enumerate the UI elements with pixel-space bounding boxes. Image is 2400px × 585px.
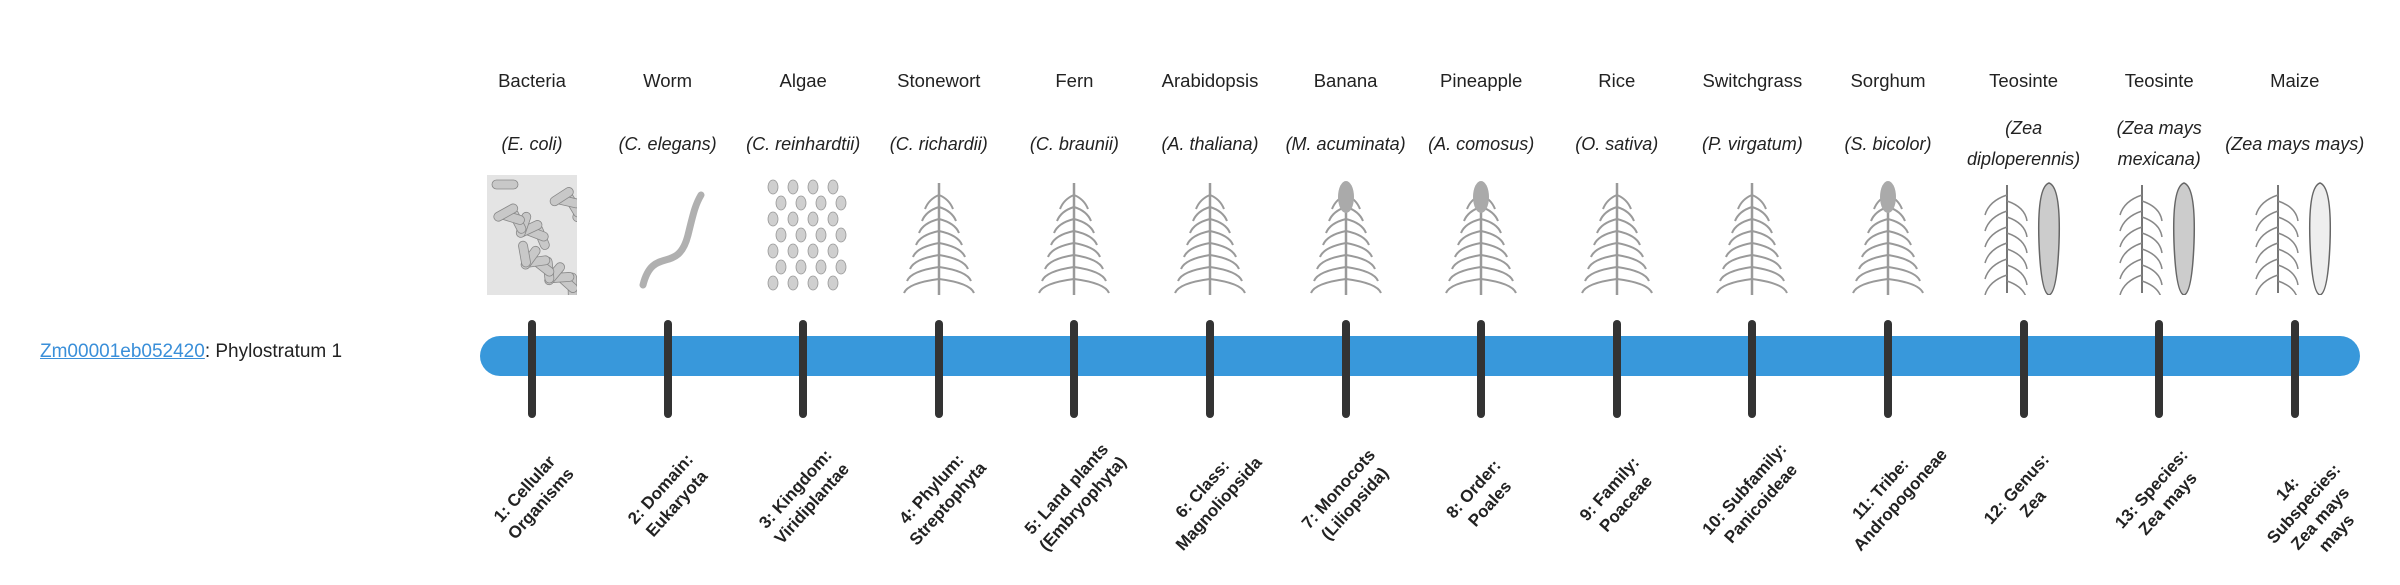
common-name: Bacteria [498, 70, 566, 91]
latin-name: (M. acuminata) [1285, 133, 1406, 154]
stratum-tick [1206, 320, 1214, 418]
worm-icon [623, 175, 713, 295]
stratum-tick [2019, 320, 2028, 418]
rank-label: 5: Land plants (Embryophyta) [1021, 439, 1131, 555]
fern-icon [1029, 175, 1119, 295]
common-name: Maize [2270, 70, 2320, 91]
latin-name: (A. comosus) [1428, 133, 1535, 154]
latin-name-box: (P. virgatum) [1682, 112, 1822, 176]
latin-name-box: (C. reinhardtii) [733, 112, 873, 176]
stratum-tick [528, 320, 536, 418]
rank-label: 14: Subspecies: Zea mays mays [2263, 460, 2358, 556]
latin-name: (C. richardii) [889, 133, 988, 154]
rank-label: 2: Domain: Eukaryota [623, 449, 712, 541]
pineapple-icon [1436, 175, 1526, 295]
gene-label: Zm00001eb052420: Phylostratum 1 [40, 341, 342, 363]
rank-label: 7: Monocots (Liliopsida) [1297, 445, 1392, 544]
teosinte-icon [1979, 175, 2069, 302]
latin-name-box: (Zea mays mays) [2225, 112, 2365, 176]
latin-name: (C. braunii) [1029, 133, 1119, 154]
rank-label: 12: Genus: Zea [1979, 449, 2053, 528]
stratum-tick [1612, 320, 1621, 418]
maize-icon [2250, 175, 2340, 302]
phylostratum-text: : Phylostratum 1 [204, 341, 343, 362]
rank-label: 9: Family: Poaceae [1575, 453, 1656, 536]
rank-label: 11: Tribe: Andropogoneae [1848, 445, 1951, 555]
rank-label: 1: Cellular Organisms [489, 452, 578, 544]
latin-name-box: (Zea mays mexicana) [2089, 112, 2229, 176]
common-name: Pineapple [1440, 70, 1523, 91]
common-name: Stonewort [897, 70, 981, 91]
latin-name: (Zea diploperennis) [1967, 118, 2081, 169]
latin-name: (O. sativa) [1575, 133, 1659, 154]
stratum-tick [1748, 320, 1757, 418]
teosinte-mexicana-icon [2114, 175, 2204, 302]
common-name: Teosinte [2124, 70, 2194, 91]
stratum-tick [799, 320, 808, 418]
latin-name: (Zea mays mexicana) [2116, 118, 2202, 169]
stratum-tick [2155, 320, 2164, 418]
rank-label: 13: Species: Zea mays [2111, 445, 2202, 539]
latin-name-box: (M. acuminata) [1276, 112, 1416, 176]
common-name: Teosinte [1989, 70, 2059, 91]
stratum-tick [934, 320, 943, 418]
stratum-tick [1341, 320, 1350, 418]
switchgrass-icon [1707, 175, 1797, 295]
latin-name: (C. elegans) [618, 133, 717, 154]
rank-label: 3: Kingdom: Viridiplantae [755, 445, 854, 548]
bacteria-icon [487, 175, 590, 301]
common-name: Arabidopsis [1161, 70, 1259, 91]
latin-name-box: (C. braunii) [1004, 112, 1144, 176]
latin-name: (Zea mays mays) [2225, 133, 2365, 154]
rank-label: 6: Class: Magnoliopsida [1171, 453, 1266, 555]
latin-name-box: (C. richardii) [869, 112, 1009, 176]
phylostratum-bar [480, 336, 2360, 376]
latin-name-box: (O. sativa) [1547, 112, 1687, 176]
stratum-tick [1884, 320, 1892, 418]
arabidopsis-icon [1165, 175, 1255, 295]
stratum-tick [663, 320, 672, 418]
common-name: Rice [1598, 70, 1636, 91]
latin-name-box: (S. bicolor) [1818, 112, 1958, 176]
stonewort-icon [894, 175, 984, 295]
latin-name: (S. bicolor) [1844, 133, 1932, 154]
stratum-tick [2290, 320, 2299, 418]
common-name: Algae [779, 70, 827, 91]
latin-name-box: (E. coli) [462, 112, 602, 176]
latin-name-box: (Zea diploperennis) [1954, 112, 2094, 176]
common-name: Sorghum [1850, 70, 1926, 91]
algae-icon [758, 175, 848, 295]
latin-name: (A. thaliana) [1161, 133, 1259, 154]
common-name: Switchgrass [1702, 70, 1803, 91]
latin-name: (P. virgatum) [1702, 133, 1803, 154]
rank-label: 8: Order: Poales [1442, 455, 1516, 531]
latin-name-box: (A. thaliana) [1140, 112, 1280, 176]
common-name: Fern [1055, 70, 1094, 91]
common-name: Banana [1313, 70, 1378, 91]
stratum-tick [1070, 320, 1079, 418]
gene-id-link[interactable]: Zm00001eb052420 [40, 341, 205, 362]
common-name: Worm [643, 70, 693, 91]
rice-icon [1572, 175, 1662, 295]
banana-icon [1301, 175, 1391, 295]
rank-label: 4: Phylum: Streptophyta [895, 450, 990, 550]
latin-name-box: (A. comosus) [1411, 112, 1551, 176]
latin-name: (E. coli) [501, 133, 563, 154]
rank-label: 10: Subfamily: Panicoideae [1698, 439, 1802, 547]
latin-name-box: (C. elegans) [598, 112, 738, 176]
sorghum-icon [1843, 175, 1933, 295]
stratum-tick [1477, 320, 1486, 418]
latin-name: (C. reinhardtii) [746, 133, 861, 154]
